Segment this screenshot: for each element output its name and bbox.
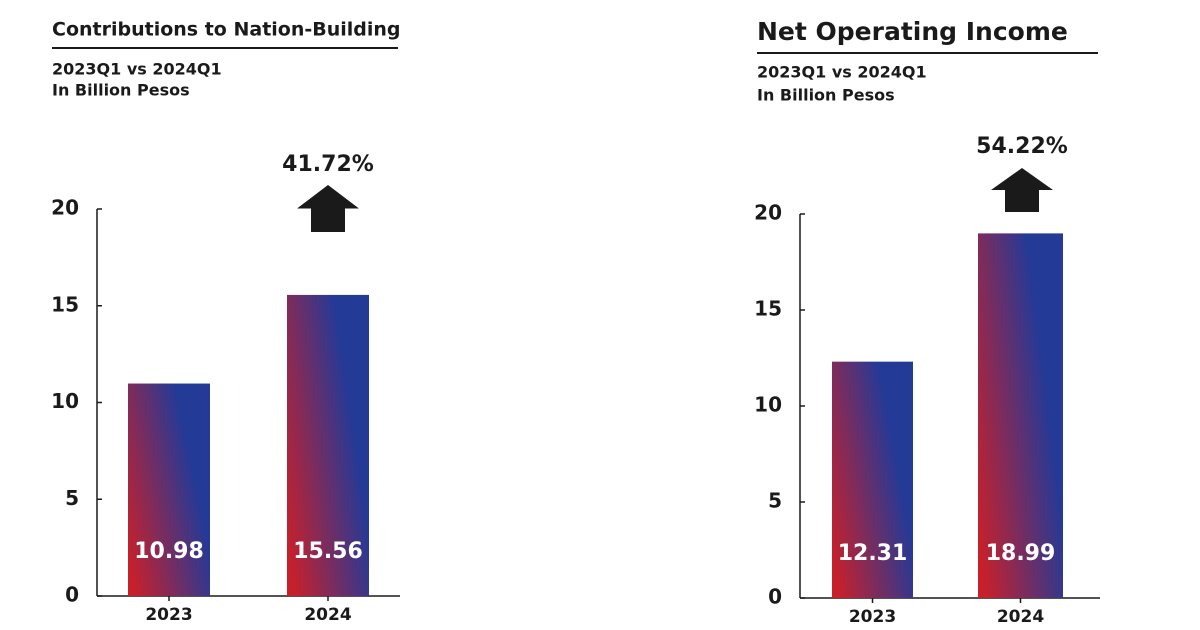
growth-annotation: 54.22% — [976, 134, 1068, 159]
y-tick-label: 15 — [754, 297, 782, 321]
data-label: 10.98 — [134, 539, 204, 564]
subtitle: In Billion Pesos — [52, 81, 190, 100]
y-tick-label: 20 — [754, 201, 782, 225]
y-tick-label: 15 — [51, 292, 79, 316]
y-tick-label: 10 — [51, 389, 79, 413]
chart-title: Net Operating Income — [757, 17, 1068, 46]
up-arrow — [297, 185, 359, 232]
y-tick-label: 0 — [65, 583, 79, 607]
growth-annotation: 41.72% — [282, 152, 374, 177]
data-label: 15.56 — [293, 539, 363, 564]
y-tick-label: 20 — [51, 196, 79, 220]
x-tick-label: 2024 — [997, 607, 1044, 627]
bar — [832, 361, 913, 598]
data-label: 12.31 — [838, 541, 908, 566]
bar — [978, 233, 1063, 598]
up-arrow — [991, 168, 1053, 212]
y-tick-label: 5 — [65, 486, 79, 510]
subtitle: 2023Q1 vs 2024Q1 — [52, 60, 222, 79]
x-tick-label: 2023 — [145, 605, 192, 625]
subtitle: 2023Q1 vs 2024Q1 — [757, 63, 927, 82]
subtitle: In Billion Pesos — [757, 86, 895, 105]
y-tick-label: 5 — [768, 489, 782, 513]
x-tick-label: 2024 — [304, 605, 351, 625]
bar — [128, 383, 210, 596]
y-tick-label: 0 — [768, 585, 782, 609]
x-tick-label: 2023 — [849, 607, 896, 627]
chart-title: Contributions to Nation-Building — [52, 19, 401, 41]
data-label: 18.99 — [986, 541, 1056, 566]
y-tick-label: 10 — [754, 393, 782, 417]
bar — [287, 294, 369, 596]
